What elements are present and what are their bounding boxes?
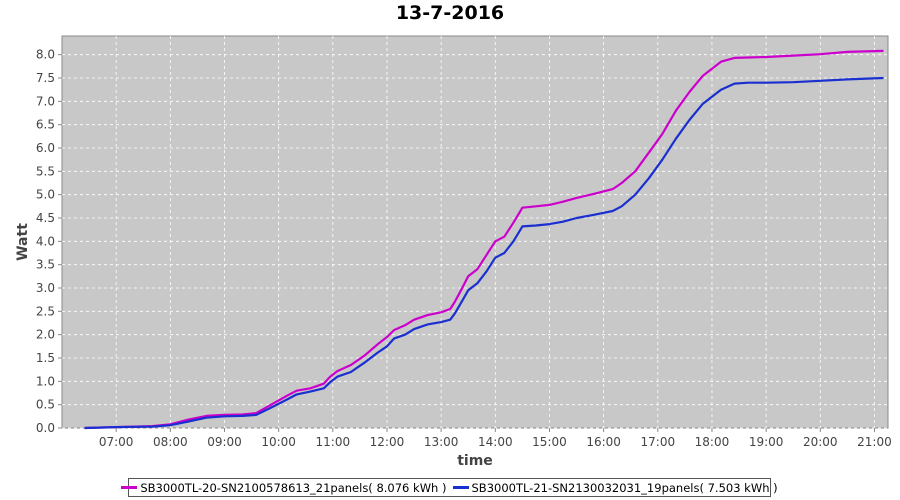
legend-swatch-series-2 [452, 486, 469, 489]
y-tick-label: 0.0 [36, 421, 55, 435]
y-tick-label: 6.0 [36, 141, 55, 155]
legend-label-series-1: SB3000TL-20-SN2100578613_21panels( 8.076… [140, 480, 447, 495]
x-tick-label: 13:00 [424, 435, 459, 449]
y-tick-label: 8.0 [36, 48, 55, 62]
x-tick-label: 07:00 [99, 435, 134, 449]
y-tick-label: 5.0 [36, 188, 55, 202]
y-tick-label: 0.5 [36, 398, 55, 412]
x-tick-label: 12:00 [370, 435, 405, 449]
y-tick-label: 1.5 [36, 351, 55, 365]
y-tick-label: 6.5 [36, 118, 55, 132]
y-tick-label: 7.5 [36, 71, 55, 85]
x-tick-label: 19:00 [749, 435, 784, 449]
x-tick-label: 10:00 [261, 435, 296, 449]
legend-swatch-series-1 [121, 486, 138, 489]
x-tick-label: 20:00 [803, 435, 838, 449]
y-tick-label: 7.0 [36, 94, 55, 108]
x-tick-label: 09:00 [207, 435, 242, 449]
legend-item-series-1: SB3000TL-20-SN2100578613_21panels( 8.076… [121, 480, 447, 495]
y-tick-label: 5.5 [36, 164, 55, 178]
chart-legend: SB3000TL-20-SN2100578613_21panels( 8.076… [121, 478, 778, 497]
y-tick-label: 2.5 [36, 304, 55, 318]
series-line-2 [84, 76, 884, 430]
x-tick-label: 18:00 [695, 435, 730, 449]
series-line-1 [84, 49, 884, 430]
legend-label-series-2: SB3000TL-21-SN2130032031_19panels( 7.503… [471, 480, 778, 495]
y-tick-label: 2.0 [36, 328, 55, 342]
x-tick-label: 16:00 [586, 435, 621, 449]
x-tick-label: 08:00 [153, 435, 188, 449]
legend-item-series-2: SB3000TL-21-SN2130032031_19panels( 7.503… [452, 480, 778, 495]
x-tick-label: 14:00 [478, 435, 513, 449]
y-tick-label: 1.0 [36, 374, 55, 388]
y-tick-label: 3.0 [36, 281, 55, 295]
y-tick-label: 4.5 [36, 211, 55, 225]
x-tick-label: 11:00 [316, 435, 351, 449]
chart-title: 13-7-2016 [395, 2, 505, 24]
chart-plot: 0.0 0.5 1.0 1.5 2.0 2.5 3.0 3.5 4.0 4.5 5.0 5.5 6.0 6… [15, 35, 892, 469]
x-tick-label: 15:00 [532, 435, 567, 449]
x-tick-label: 21:00 [857, 435, 892, 449]
y-tick-label: 4.0 [36, 234, 55, 248]
plot-area [61, 35, 889, 429]
x-tick-label: 17:00 [641, 435, 676, 449]
y-axis-label: Watt [15, 223, 31, 261]
x-axis-label: time [457, 453, 493, 469]
y-tick-label: 3.5 [36, 258, 55, 272]
